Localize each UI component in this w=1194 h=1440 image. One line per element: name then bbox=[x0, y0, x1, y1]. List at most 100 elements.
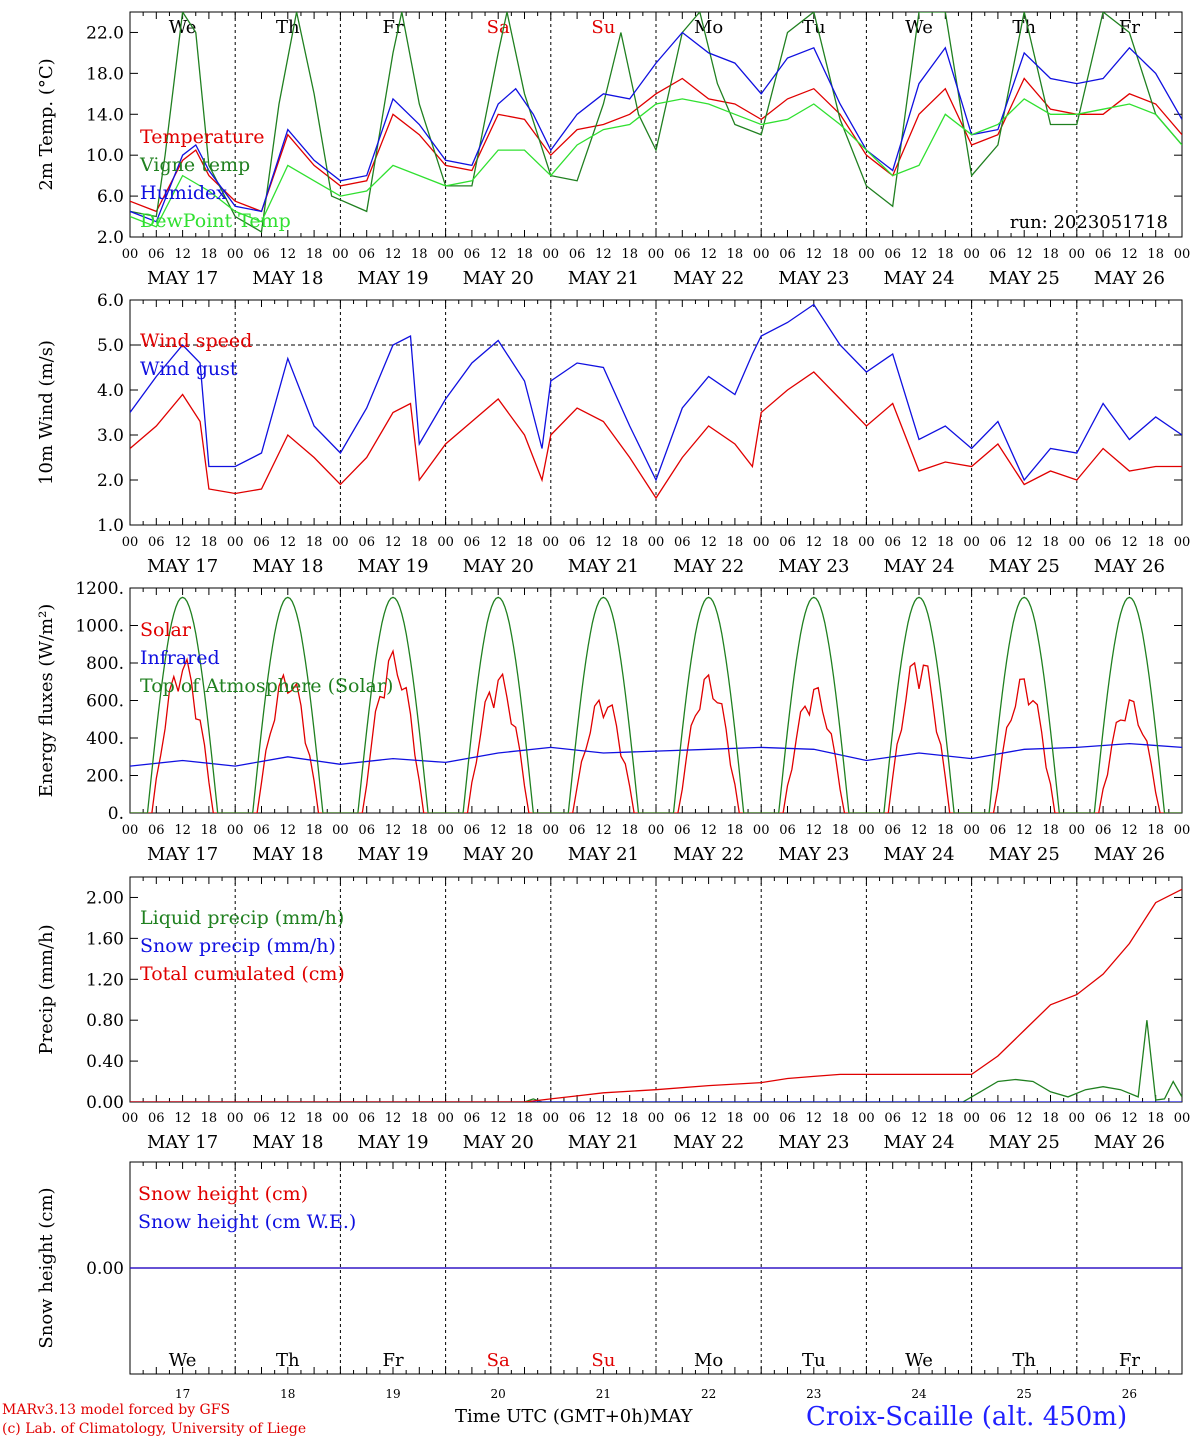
date-label: MAY 21 bbox=[568, 556, 639, 577]
day-number-label: 20 bbox=[491, 1387, 506, 1401]
date-label: MAY 17 bbox=[147, 844, 218, 865]
hour-tick-label: 12 bbox=[806, 247, 823, 262]
date-label: MAY 21 bbox=[568, 1132, 639, 1153]
weekday-label: Sa bbox=[487, 1350, 510, 1371]
hour-tick-label: 06 bbox=[148, 247, 165, 262]
y-tick-label: 3.0 bbox=[97, 426, 124, 446]
hour-tick-label: 06 bbox=[884, 535, 901, 550]
hour-tick-label: 06 bbox=[779, 1111, 796, 1126]
hour-tick-label: 06 bbox=[884, 1111, 901, 1126]
date-label: MAY 20 bbox=[463, 844, 534, 865]
date-label: MAY 25 bbox=[989, 556, 1060, 577]
hour-tick-label: 12 bbox=[1016, 1111, 1033, 1126]
day-number-label: 17 bbox=[175, 1387, 190, 1401]
legend-entry: Top of Atmosphere (Solar) bbox=[140, 675, 393, 697]
hour-tick-label: 00 bbox=[1069, 1111, 1086, 1126]
day-number-label: 26 bbox=[1122, 1387, 1137, 1401]
legend-entry: Wind gust bbox=[140, 358, 238, 380]
plot-frame bbox=[129, 299, 1183, 526]
y-tick-label: 6.0 bbox=[97, 187, 124, 207]
hour-tick-label: 06 bbox=[779, 823, 796, 838]
date-label: MAY 26 bbox=[1094, 844, 1165, 865]
legend-entry: Snow height (cm W.E.) bbox=[138, 1211, 356, 1233]
y-axis-label: Energy fluxes (W/m²) bbox=[36, 604, 57, 798]
date-label: MAY 18 bbox=[252, 268, 323, 289]
hour-tick-label: 06 bbox=[464, 1111, 481, 1126]
hour-tick-label: 18 bbox=[516, 535, 533, 550]
hour-tick-label: 06 bbox=[569, 535, 586, 550]
hour-tick-label: 06 bbox=[1095, 535, 1112, 550]
hour-tick-label: 18 bbox=[306, 1111, 323, 1126]
date-label: MAY 25 bbox=[989, 1132, 1060, 1153]
hour-tick-label: 18 bbox=[411, 823, 428, 838]
y-tick-label: 0.00 bbox=[86, 1259, 124, 1279]
date-label: MAY 21 bbox=[568, 844, 639, 865]
hour-tick-label: 00 bbox=[858, 247, 875, 262]
hour-tick-label: 00 bbox=[227, 247, 244, 262]
series-wind-gust bbox=[130, 303, 1182, 482]
y-tick-label: 800. bbox=[86, 654, 124, 674]
hour-tick-label: 12 bbox=[1016, 823, 1033, 838]
hour-tick-label: 18 bbox=[1042, 247, 1059, 262]
series-total-cumulated-cm bbox=[130, 888, 1182, 1102]
y-tick-label: 22.0 bbox=[86, 23, 124, 43]
hour-tick-label: 12 bbox=[490, 823, 507, 838]
series-wind-speed bbox=[130, 371, 1182, 500]
weekday-label: Fr bbox=[1119, 1350, 1140, 1371]
hour-tick-label: 06 bbox=[358, 823, 375, 838]
hour-tick-label: 00 bbox=[227, 535, 244, 550]
hour-tick-label: 18 bbox=[1042, 1111, 1059, 1126]
legend-entry: Snow precip (mm/h) bbox=[140, 935, 336, 957]
hour-tick-label: 12 bbox=[700, 535, 717, 550]
legend-entry: Snow height (cm) bbox=[138, 1183, 308, 1205]
date-label: MAY 19 bbox=[357, 556, 428, 577]
hour-tick-label: 12 bbox=[1121, 247, 1138, 262]
y-tick-label: 0. bbox=[108, 804, 124, 824]
hour-tick-label: 12 bbox=[280, 535, 297, 550]
hour-tick-label: 12 bbox=[911, 1111, 928, 1126]
y-tick-label: 0.80 bbox=[86, 1011, 124, 1031]
hour-tick-label: 00 bbox=[858, 535, 875, 550]
hour-tick-label: 18 bbox=[201, 247, 218, 262]
hour-tick-label: 00 bbox=[1069, 823, 1086, 838]
hour-tick-label: 06 bbox=[253, 247, 270, 262]
hour-tick-label: 18 bbox=[201, 823, 218, 838]
run-label: run: 2023051718 bbox=[1010, 212, 1168, 233]
month-label-text: MAY bbox=[649, 1406, 693, 1427]
hour-tick-label: 12 bbox=[490, 247, 507, 262]
hour-tick-label: 12 bbox=[280, 1111, 297, 1126]
hour-tick-label: 18 bbox=[411, 1111, 428, 1126]
hour-tick-label: 18 bbox=[306, 823, 323, 838]
hour-tick-label: 00 bbox=[543, 535, 560, 550]
hour-tick-label: 18 bbox=[516, 823, 533, 838]
hour-tick-label: 12 bbox=[806, 823, 823, 838]
day-number-label: 18 bbox=[280, 1387, 295, 1401]
hour-tick-label: 12 bbox=[911, 535, 928, 550]
legend-entry: Humidex bbox=[140, 182, 227, 204]
hour-tick-label: 18 bbox=[937, 1111, 954, 1126]
hour-tick-label: 00 bbox=[437, 535, 454, 550]
hour-tick-label: 00 bbox=[858, 823, 875, 838]
date-label: MAY 25 bbox=[989, 268, 1060, 289]
hour-tick-label: 12 bbox=[174, 535, 191, 550]
time-axis-label: Time UTC (GMT+0h)MAY bbox=[455, 1406, 692, 1427]
y-tick-label: 1.60 bbox=[86, 929, 124, 949]
hour-tick-label: 18 bbox=[306, 535, 323, 550]
hour-tick-label: 06 bbox=[253, 535, 270, 550]
weekday-label: Th bbox=[1012, 17, 1036, 38]
date-label: MAY 26 bbox=[1094, 1132, 1165, 1153]
legend-entry: DewPoint Temp bbox=[140, 210, 291, 232]
hour-tick-label: 00 bbox=[437, 247, 454, 262]
y-tick-label: 1.0 bbox=[97, 516, 124, 536]
hour-tick-label: 00 bbox=[1174, 247, 1191, 262]
hour-tick-label: 00 bbox=[122, 823, 139, 838]
date-label: MAY 18 bbox=[252, 844, 323, 865]
weekday-label: We bbox=[905, 1350, 933, 1371]
hour-tick-label: 00 bbox=[963, 1111, 980, 1126]
hour-tick-label: 00 bbox=[963, 535, 980, 550]
day-number-label: 25 bbox=[1017, 1387, 1032, 1401]
hour-tick-label: 00 bbox=[122, 535, 139, 550]
series-liquid-precip-mm-h bbox=[130, 1020, 1182, 1102]
hour-tick-label: 06 bbox=[1095, 1111, 1112, 1126]
